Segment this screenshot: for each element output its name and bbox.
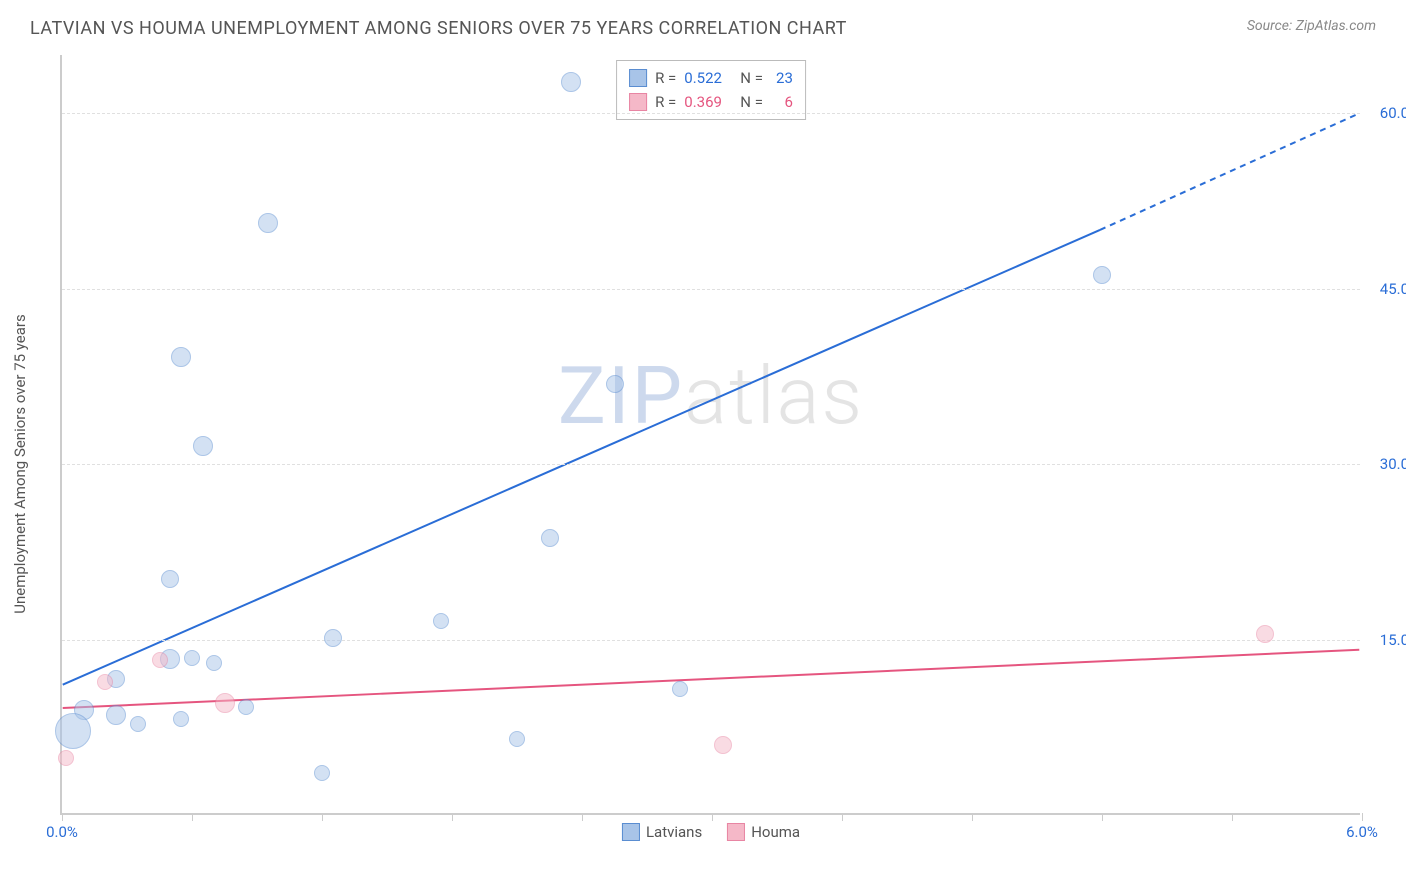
data-point	[238, 699, 254, 715]
x-tick	[842, 813, 843, 821]
data-point	[1093, 266, 1111, 284]
x-tick	[62, 813, 63, 821]
data-point	[433, 613, 449, 629]
grid-line	[62, 113, 1360, 114]
series-legend-item: Latvians	[622, 823, 702, 841]
grid-line	[62, 464, 1360, 465]
data-point	[173, 711, 189, 727]
data-point	[193, 436, 213, 456]
stat-r-value: 0.369	[684, 90, 732, 114]
data-point	[206, 655, 222, 671]
x-tick	[322, 813, 323, 821]
data-point	[106, 705, 126, 725]
data-point	[541, 529, 559, 547]
x-tick	[972, 813, 973, 821]
stat-legend: R = 0.522 N = 23 R = 0.369 N = 6	[616, 60, 806, 120]
legend-swatch-icon	[629, 93, 647, 111]
chart-container: Unemployment Among Seniors over 75 years…	[60, 55, 1390, 855]
stat-r-value: 0.522	[684, 66, 732, 90]
data-point	[258, 213, 278, 233]
series-legend-label: Latvians	[646, 823, 702, 841]
plot-area: ZIPatlas R =0.522N =23R =0.369N =6 Latvi…	[60, 55, 1360, 815]
x-tick	[1362, 813, 1363, 821]
regression-line	[63, 650, 1360, 708]
data-point	[161, 570, 179, 588]
stat-legend-row: R = 0.522 N = 23	[629, 66, 793, 90]
legend-swatch-icon	[629, 69, 647, 87]
data-point	[97, 674, 113, 690]
grid-line	[62, 289, 1360, 290]
regression-lines-svg	[62, 55, 1360, 813]
x-tick-label: 0.0%	[46, 823, 78, 841]
data-point	[672, 681, 688, 697]
stat-n-value: 6	[771, 90, 793, 114]
y-tick-label: 15.0%	[1380, 631, 1406, 649]
data-point	[55, 713, 91, 749]
data-point	[324, 629, 342, 647]
x-tick-label: 6.0%	[1346, 823, 1378, 841]
stat-n-label: N =	[740, 66, 763, 90]
stat-n-value: 23	[771, 66, 793, 90]
data-point	[58, 750, 74, 766]
series-legend: Latvians Houma	[622, 823, 800, 841]
series-legend-label: Houma	[751, 823, 800, 841]
data-point	[215, 693, 235, 713]
stat-r-label: R =	[655, 90, 676, 114]
series-legend-item: Houma	[727, 823, 800, 841]
y-tick-label: 30.0%	[1380, 455, 1406, 473]
data-point	[130, 716, 146, 732]
stat-r-label: R =	[655, 66, 676, 90]
chart-header: LATVIAN VS HOUMA UNEMPLOYMENT AMONG SENI…	[0, 0, 1406, 49]
x-tick	[1232, 813, 1233, 821]
x-tick	[452, 813, 453, 821]
y-tick-label: 45.0%	[1380, 280, 1406, 298]
regression-line	[63, 230, 1100, 685]
data-point	[509, 731, 525, 747]
data-point	[171, 347, 191, 367]
stat-legend-row: R = 0.369 N = 6	[629, 90, 793, 114]
x-tick	[582, 813, 583, 821]
data-point	[561, 72, 581, 92]
x-tick	[712, 813, 713, 821]
data-point	[606, 375, 624, 393]
source-attribution: Source: ZipAtlas.com	[1247, 18, 1376, 34]
stat-n-label: N =	[740, 90, 763, 114]
legend-swatch-icon	[622, 823, 640, 841]
legend-swatch-icon	[727, 823, 745, 841]
y-tick-label: 60.0%	[1380, 104, 1406, 122]
data-point	[714, 736, 732, 754]
grid-line	[62, 640, 1360, 641]
x-tick	[192, 813, 193, 821]
y-axis-label: Unemployment Among Seniors over 75 years	[11, 314, 29, 613]
regression-line-dashed	[1100, 113, 1359, 230]
data-point	[152, 652, 168, 668]
data-point	[184, 650, 200, 666]
data-point	[314, 765, 330, 781]
data-point	[1256, 625, 1274, 643]
chart-title: LATVIAN VS HOUMA UNEMPLOYMENT AMONG SENI…	[30, 18, 847, 39]
x-tick	[1102, 813, 1103, 821]
